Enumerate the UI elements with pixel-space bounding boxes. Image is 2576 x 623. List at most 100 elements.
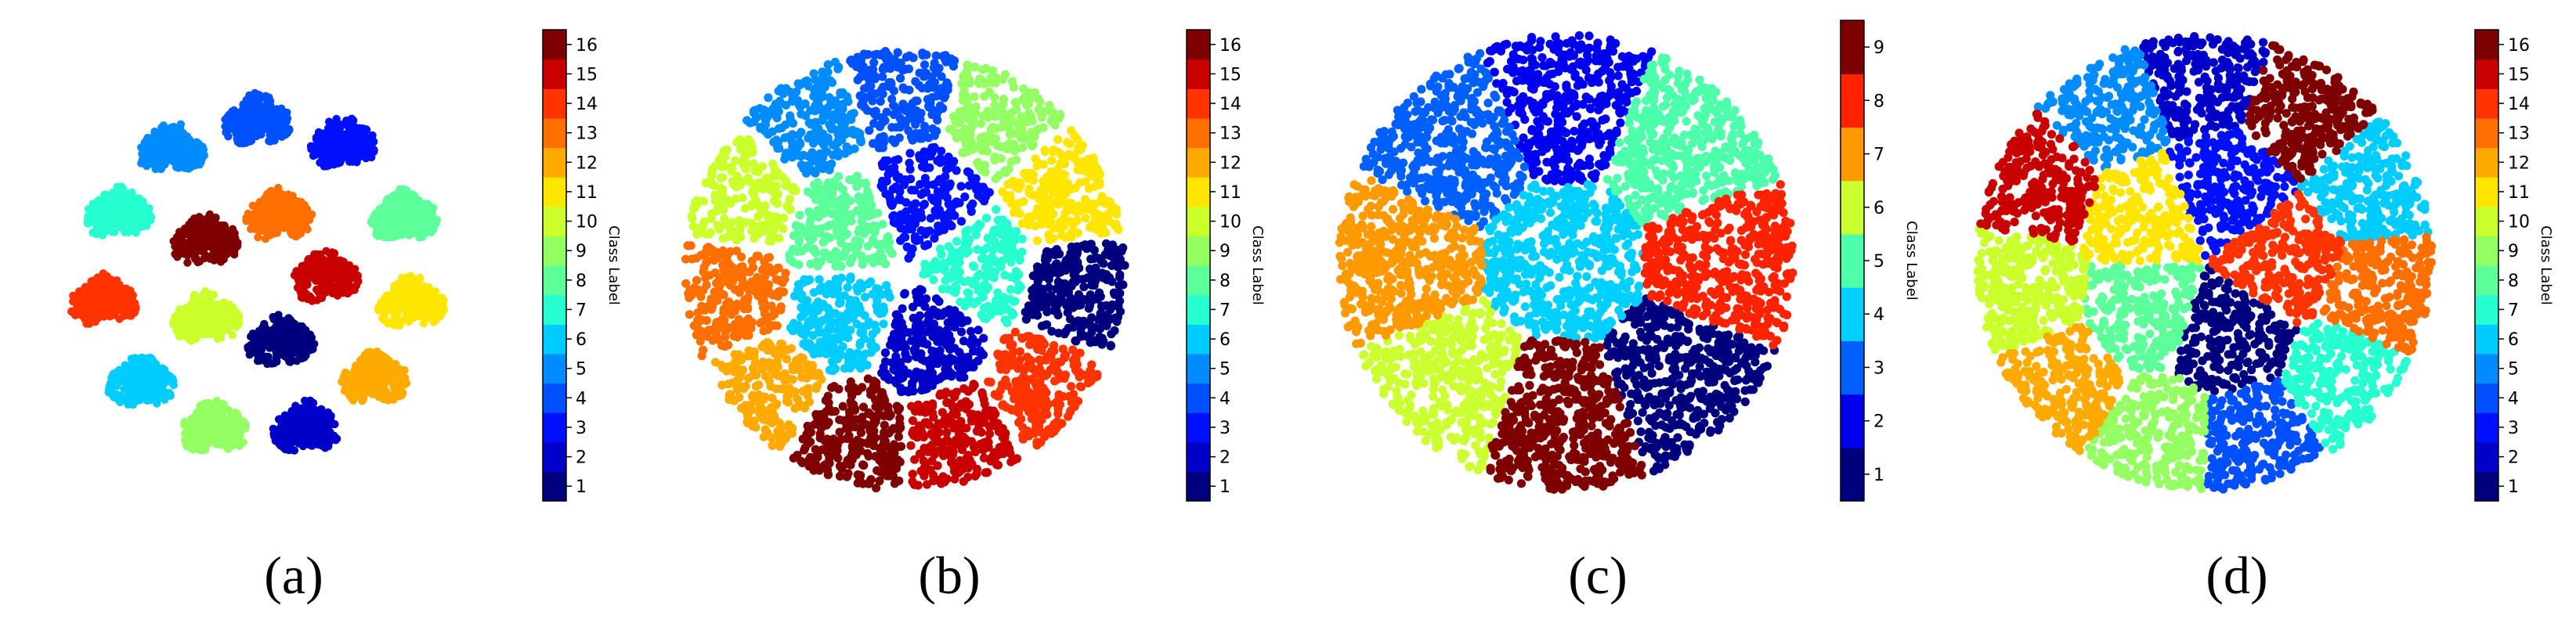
data-point [286, 358, 294, 366]
data-point [278, 442, 287, 452]
data-point [259, 334, 268, 343]
data-point [236, 139, 244, 148]
data-point [135, 194, 143, 203]
data-point [318, 290, 327, 300]
data-point [925, 163, 934, 172]
data-point [1041, 320, 1050, 330]
data-point [1089, 254, 1099, 264]
data-point [429, 312, 438, 322]
data-point [1073, 257, 1082, 267]
data-point [306, 405, 316, 415]
data-point [199, 150, 208, 159]
data-point [328, 252, 338, 261]
data-point [285, 328, 294, 337]
data-point [104, 207, 114, 215]
data-point [388, 233, 397, 242]
data-point [126, 365, 135, 374]
data-point [371, 382, 380, 391]
data-point [974, 326, 983, 335]
data-point [959, 337, 969, 346]
scatter-plot [681, 47, 1129, 493]
data-point [880, 348, 891, 358]
data-point [1108, 240, 1118, 250]
data-point [974, 356, 983, 366]
data-point [408, 190, 417, 199]
data-point [190, 427, 199, 435]
data-point [269, 430, 278, 438]
data-point [139, 146, 147, 154]
data-point [1033, 294, 1042, 304]
data-point [258, 105, 267, 113]
data-point [1078, 316, 1089, 326]
data-point [956, 373, 965, 382]
data-point [907, 185, 916, 195]
data-point [289, 416, 298, 424]
data-point [144, 207, 153, 215]
data-point [107, 373, 116, 382]
data-point [293, 333, 302, 341]
data-point [368, 131, 377, 140]
data-point [1078, 241, 1087, 250]
data-point [303, 259, 312, 268]
colorbar-tick-label: 7 [576, 301, 587, 320]
data-point [896, 223, 905, 233]
data-point [218, 431, 226, 440]
data-point [325, 438, 334, 446]
data-point [878, 180, 887, 189]
data-point [113, 390, 121, 399]
data-point [937, 190, 946, 200]
data-point [398, 389, 406, 398]
data-point [1071, 321, 1081, 330]
data-point [179, 326, 187, 335]
data-point [135, 216, 144, 225]
data-point [344, 379, 352, 387]
data-point [1078, 275, 1088, 284]
data-point [150, 373, 159, 382]
cluster-class-10 [169, 286, 244, 345]
colorbar-segment-3 [543, 412, 566, 443]
data-point [357, 362, 366, 371]
data-point [303, 212, 312, 221]
data-point [889, 211, 898, 220]
data-point [421, 284, 429, 293]
data-point [266, 196, 275, 205]
data-point [418, 232, 427, 241]
data-point [111, 276, 120, 285]
data-point [895, 363, 905, 373]
data-point [941, 337, 951, 346]
cluster-class-3 [306, 114, 378, 171]
data-point [901, 175, 910, 185]
data-point [1090, 265, 1100, 274]
data-point [921, 227, 930, 236]
data-point [325, 412, 334, 421]
data-point [239, 438, 247, 447]
data-point [255, 204, 263, 213]
data-point [1097, 301, 1107, 311]
data-point [230, 409, 240, 417]
data-point [966, 207, 976, 216]
data-point [243, 129, 251, 138]
data-point [919, 200, 929, 209]
data-point [182, 225, 191, 233]
data-point [1038, 284, 1047, 293]
data-point [380, 359, 388, 369]
data-point [938, 311, 947, 320]
data-point [1082, 295, 1092, 305]
data-point [944, 358, 953, 368]
data-point [368, 390, 377, 398]
data-point [948, 157, 958, 167]
data-point [239, 417, 248, 426]
cluster-class-7 [83, 182, 156, 239]
data-point [353, 386, 363, 394]
data-point [258, 222, 266, 231]
data-point [919, 156, 929, 165]
data-point [398, 214, 407, 223]
data-point [969, 175, 978, 185]
data-point [415, 273, 425, 283]
data-point [198, 234, 207, 243]
data-point [199, 322, 208, 331]
data-point [296, 222, 305, 231]
data-point [150, 128, 159, 136]
data-point [314, 128, 323, 137]
